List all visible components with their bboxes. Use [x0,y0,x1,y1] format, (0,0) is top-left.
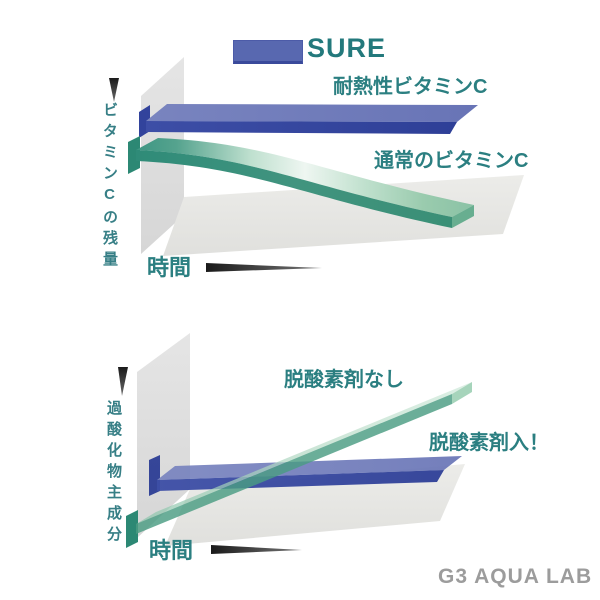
chart2-x-axis-label: 時間 [149,538,194,563]
brand-text: G3 AQUA LAB [438,565,593,588]
chart1-blue-front-face [146,121,457,134]
chart1-green-top-face [136,138,474,217]
chart1-ribbon-normal [128,136,474,228]
chart2-series-label-with-deoxidizer: 脱酸素剤入！ [429,432,549,454]
chart1-green-front-face [136,150,452,228]
chart2-green-front-face [136,394,452,534]
chart1-green-right-cap [452,205,474,228]
chart1-floor [163,175,524,256]
chart1-scene [109,57,524,272]
chart2-green-top-face [136,382,472,524]
chart1-series-label-normal: 通常のビタミンC [374,150,529,172]
legend-label: SURE [307,33,387,63]
chart1-blue-top-face [146,104,478,122]
chart2-bar-without-deoxidizer [126,382,472,548]
legend-swatch [233,40,303,64]
chart1-bar-heat-resistant [139,104,478,138]
chart2-y-axis-arrow-icon [118,367,128,396]
chart1-y-axis-arrow-icon [109,78,119,102]
chart2-green-right-cap [452,382,472,404]
chart1-x-axis-arrow-icon [206,263,322,272]
chart1-green-left-cap [128,136,140,174]
chart1-y-axis-label: ビタミンCの残量 [101,102,118,272]
chart2-y-axis-label: 過酸化物主成分 [105,400,122,547]
chart2-green-left-cap [126,510,138,548]
chart2-scene [118,333,472,554]
chart2-series-label-without-deoxidizer: 脱酸素剤なし [284,369,404,391]
chart2-x-axis-arrow-icon [211,545,302,554]
chart2-blue-top-face [157,456,462,480]
chart1-series-label-heat-resistant: 耐熱性ビタミンC [333,76,488,98]
chart1-x-axis-label: 時間 [147,255,192,280]
